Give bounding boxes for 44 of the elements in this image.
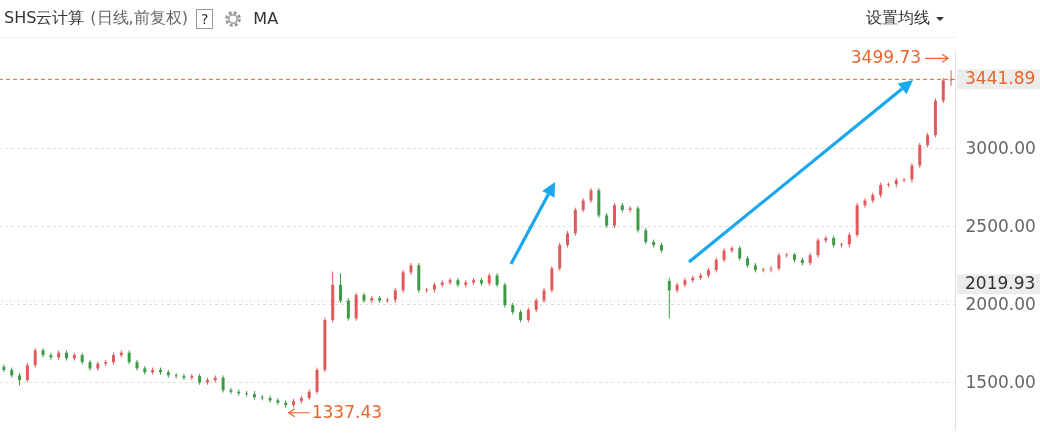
- candlestick: [88, 359, 92, 372]
- candlestick: [558, 242, 562, 272]
- annotation: 3499.73: [850, 47, 922, 68]
- candlestick: [25, 362, 29, 383]
- candlestick: [612, 202, 616, 229]
- candlestick: [769, 265, 773, 273]
- text: MA: [253, 9, 279, 28]
- candlestick: [667, 277, 671, 319]
- candlestick: [401, 269, 405, 294]
- candlestick: [628, 205, 632, 213]
- candlestick: [354, 292, 358, 322]
- candlestick: [730, 245, 734, 254]
- candlestick: [182, 373, 186, 381]
- candlestick: [941, 77, 945, 104]
- candlestick: [33, 347, 37, 369]
- candlestick: [135, 359, 139, 372]
- candlestick: [276, 397, 280, 406]
- candlestick: [918, 142, 922, 169]
- y-tick-label: 2500.00: [965, 215, 1036, 236]
- y-tick-label: 3000.00: [965, 137, 1036, 158]
- candlestick: [315, 367, 319, 395]
- ref-line-label: 2019.93: [965, 273, 1036, 294]
- candlestick: [636, 205, 640, 234]
- candlestick: [816, 237, 820, 259]
- candlestick: [573, 207, 577, 237]
- candlestick: [910, 162, 914, 184]
- text: 设置均线: [866, 8, 930, 29]
- y-tick-label: 2000.00: [965, 293, 1036, 314]
- candlestick: [550, 265, 554, 294]
- candlestick: [346, 297, 350, 322]
- candlestick: [362, 292, 366, 304]
- chart-subtitle: (日线,前复权): [90, 8, 188, 29]
- candlestick: [675, 282, 679, 294]
- candlestick: [503, 282, 507, 308]
- annotation: 1337.43: [311, 401, 383, 422]
- ref-line-label: 3441.89: [965, 68, 1036, 89]
- candlestick: [2, 363, 6, 373]
- y-tick-label: 1500.00: [965, 371, 1036, 392]
- candlestick: [174, 372, 178, 379]
- candlestick: [448, 277, 452, 286]
- text: ?: [195, 8, 214, 29]
- candlestick: [339, 272, 343, 304]
- chart-title: SHS云计算: [4, 8, 85, 29]
- candlestick: [229, 387, 233, 395]
